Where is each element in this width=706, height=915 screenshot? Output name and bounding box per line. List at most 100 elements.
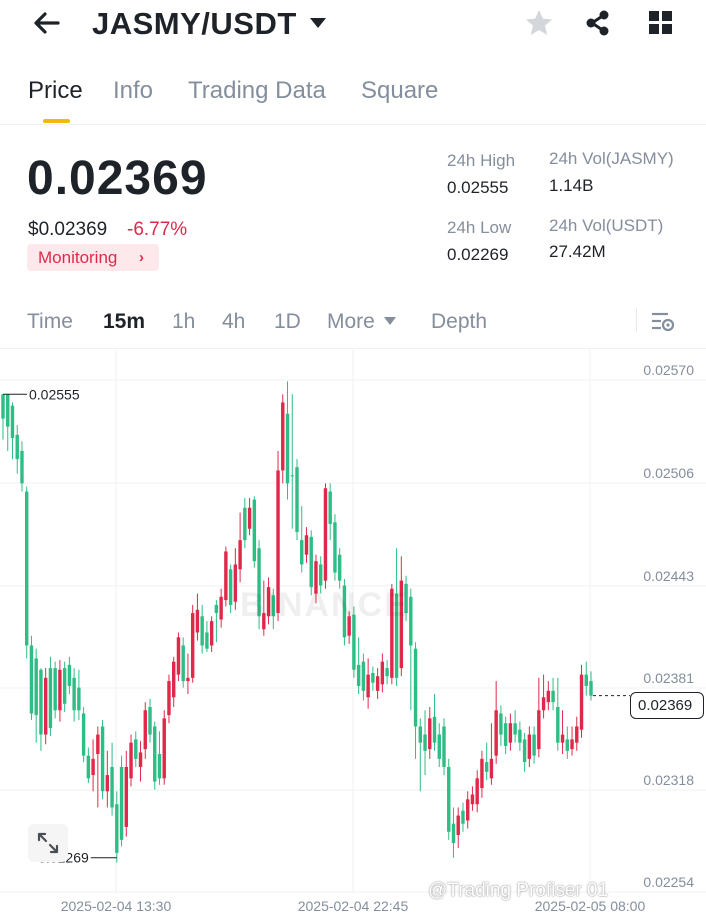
tab-price[interactable]: Price xyxy=(28,77,83,104)
candle-body xyxy=(281,402,285,471)
y-axis-label: 0.02381 xyxy=(643,670,694,686)
candle-body xyxy=(153,726,157,782)
last-price: 0.02369 xyxy=(27,152,208,205)
candle-body xyxy=(570,739,574,750)
candle-body xyxy=(489,758,494,779)
candle-body xyxy=(309,536,313,588)
chevron-right-icon: › xyxy=(139,249,144,266)
candle-body xyxy=(323,488,328,581)
high-label: 24h High xyxy=(447,151,516,170)
candle-body xyxy=(380,661,385,685)
tab-square[interactable]: Square xyxy=(361,77,439,104)
grid-icon[interactable] xyxy=(647,9,675,37)
expand-icon xyxy=(37,832,59,854)
pair-title[interactable]: JASMY/USDT xyxy=(92,6,297,41)
candle-body xyxy=(333,522,337,573)
high-marker-label: 0.02555 xyxy=(29,386,80,402)
candle-body xyxy=(347,616,351,636)
y-axis-label: 0.02254 xyxy=(643,874,694,890)
candle-body xyxy=(243,507,247,541)
candle-body xyxy=(205,632,209,649)
candle-body xyxy=(319,564,323,586)
candle-body xyxy=(266,587,271,617)
back-arrow-icon[interactable] xyxy=(30,6,64,40)
expand-button[interactable] xyxy=(28,824,68,862)
timeframe-1d[interactable]: 1D xyxy=(274,310,301,333)
candle-body xyxy=(200,616,204,646)
candle-body xyxy=(300,540,304,565)
candle-body xyxy=(247,507,252,529)
candle-body xyxy=(233,564,238,602)
candle-body xyxy=(537,710,541,750)
star-icon[interactable] xyxy=(524,8,554,38)
candle-body xyxy=(470,794,475,805)
timeframe-depth[interactable]: Depth xyxy=(431,310,488,333)
candle-body xyxy=(110,766,114,808)
candle-body xyxy=(584,674,588,686)
monitoring-button[interactable]: Monitoring › xyxy=(27,244,159,271)
candle-body xyxy=(579,674,584,730)
timeframe-15m[interactable]: 15m xyxy=(103,310,146,333)
candle-body xyxy=(556,707,560,743)
caret-down-icon[interactable] xyxy=(308,16,328,30)
candle-body xyxy=(105,775,110,792)
candle-body xyxy=(285,413,290,484)
divider xyxy=(0,124,706,125)
active-tab-indicator xyxy=(43,119,70,123)
timeframe-more[interactable]: More xyxy=(327,310,375,333)
candle-body xyxy=(461,810,465,824)
candle-body xyxy=(81,713,86,756)
candle-body xyxy=(25,491,29,646)
candle-body xyxy=(541,697,546,711)
chart-settings-icon[interactable] xyxy=(650,310,676,334)
candle-body xyxy=(371,672,375,683)
candle-body xyxy=(385,668,389,677)
candle-body xyxy=(503,723,508,746)
candle-body xyxy=(195,609,200,633)
candle-body xyxy=(34,658,38,716)
tab-trading-data[interactable]: Trading Data xyxy=(188,77,326,104)
candle-body xyxy=(238,540,242,570)
candle-body xyxy=(394,593,399,678)
candlestick-chart[interactable]: 0.02570 0.02506 0.02443 0.02381 0.02318 0.022… xyxy=(0,349,706,915)
candle-body xyxy=(224,551,228,601)
timeframe-time[interactable]: Time xyxy=(27,310,73,333)
candle-body xyxy=(551,690,555,703)
x-axis-label: 2025-02-05 08:00 xyxy=(535,898,646,914)
y-axis-label: 0.02506 xyxy=(643,465,694,481)
current-price-tag: 0.02369 xyxy=(630,692,704,719)
candle-body xyxy=(352,614,356,670)
candle-body xyxy=(29,645,34,714)
divider xyxy=(0,348,706,349)
candle-body xyxy=(342,585,347,638)
x-axis-label: 2025-02-04 22:45 xyxy=(298,898,409,914)
candle-body xyxy=(115,804,119,853)
candle-body xyxy=(271,595,275,617)
candle-body xyxy=(475,778,479,805)
top-bar: JASMY/USDT xyxy=(0,0,706,52)
candle-body xyxy=(129,742,133,779)
candle-body xyxy=(96,734,100,754)
candle-body xyxy=(209,621,214,646)
candle-body xyxy=(432,716,437,743)
candle-body xyxy=(560,734,565,743)
x-axis-label: 2025-02-04 13:30 xyxy=(61,898,172,914)
timeframe-4h[interactable]: 4h xyxy=(222,310,246,333)
timeframe-1h[interactable]: 1h xyxy=(172,310,196,333)
share-icon[interactable] xyxy=(583,8,613,38)
candle-body xyxy=(508,723,513,743)
toolbar-divider xyxy=(636,308,637,332)
candle-body xyxy=(437,734,441,759)
candle-body xyxy=(252,499,257,562)
candle-body xyxy=(575,726,579,743)
candle-body xyxy=(456,815,460,836)
tab-info[interactable]: Info xyxy=(113,77,154,104)
candle-body xyxy=(447,766,451,832)
candle-body xyxy=(361,661,366,691)
candle-body xyxy=(328,491,332,524)
vol-base-label: 24h Vol(JASMY) xyxy=(549,149,674,168)
candle-body xyxy=(214,604,219,614)
candle-body xyxy=(589,681,593,696)
candle-body xyxy=(423,734,427,751)
monitoring-label: Monitoring xyxy=(38,248,118,267)
